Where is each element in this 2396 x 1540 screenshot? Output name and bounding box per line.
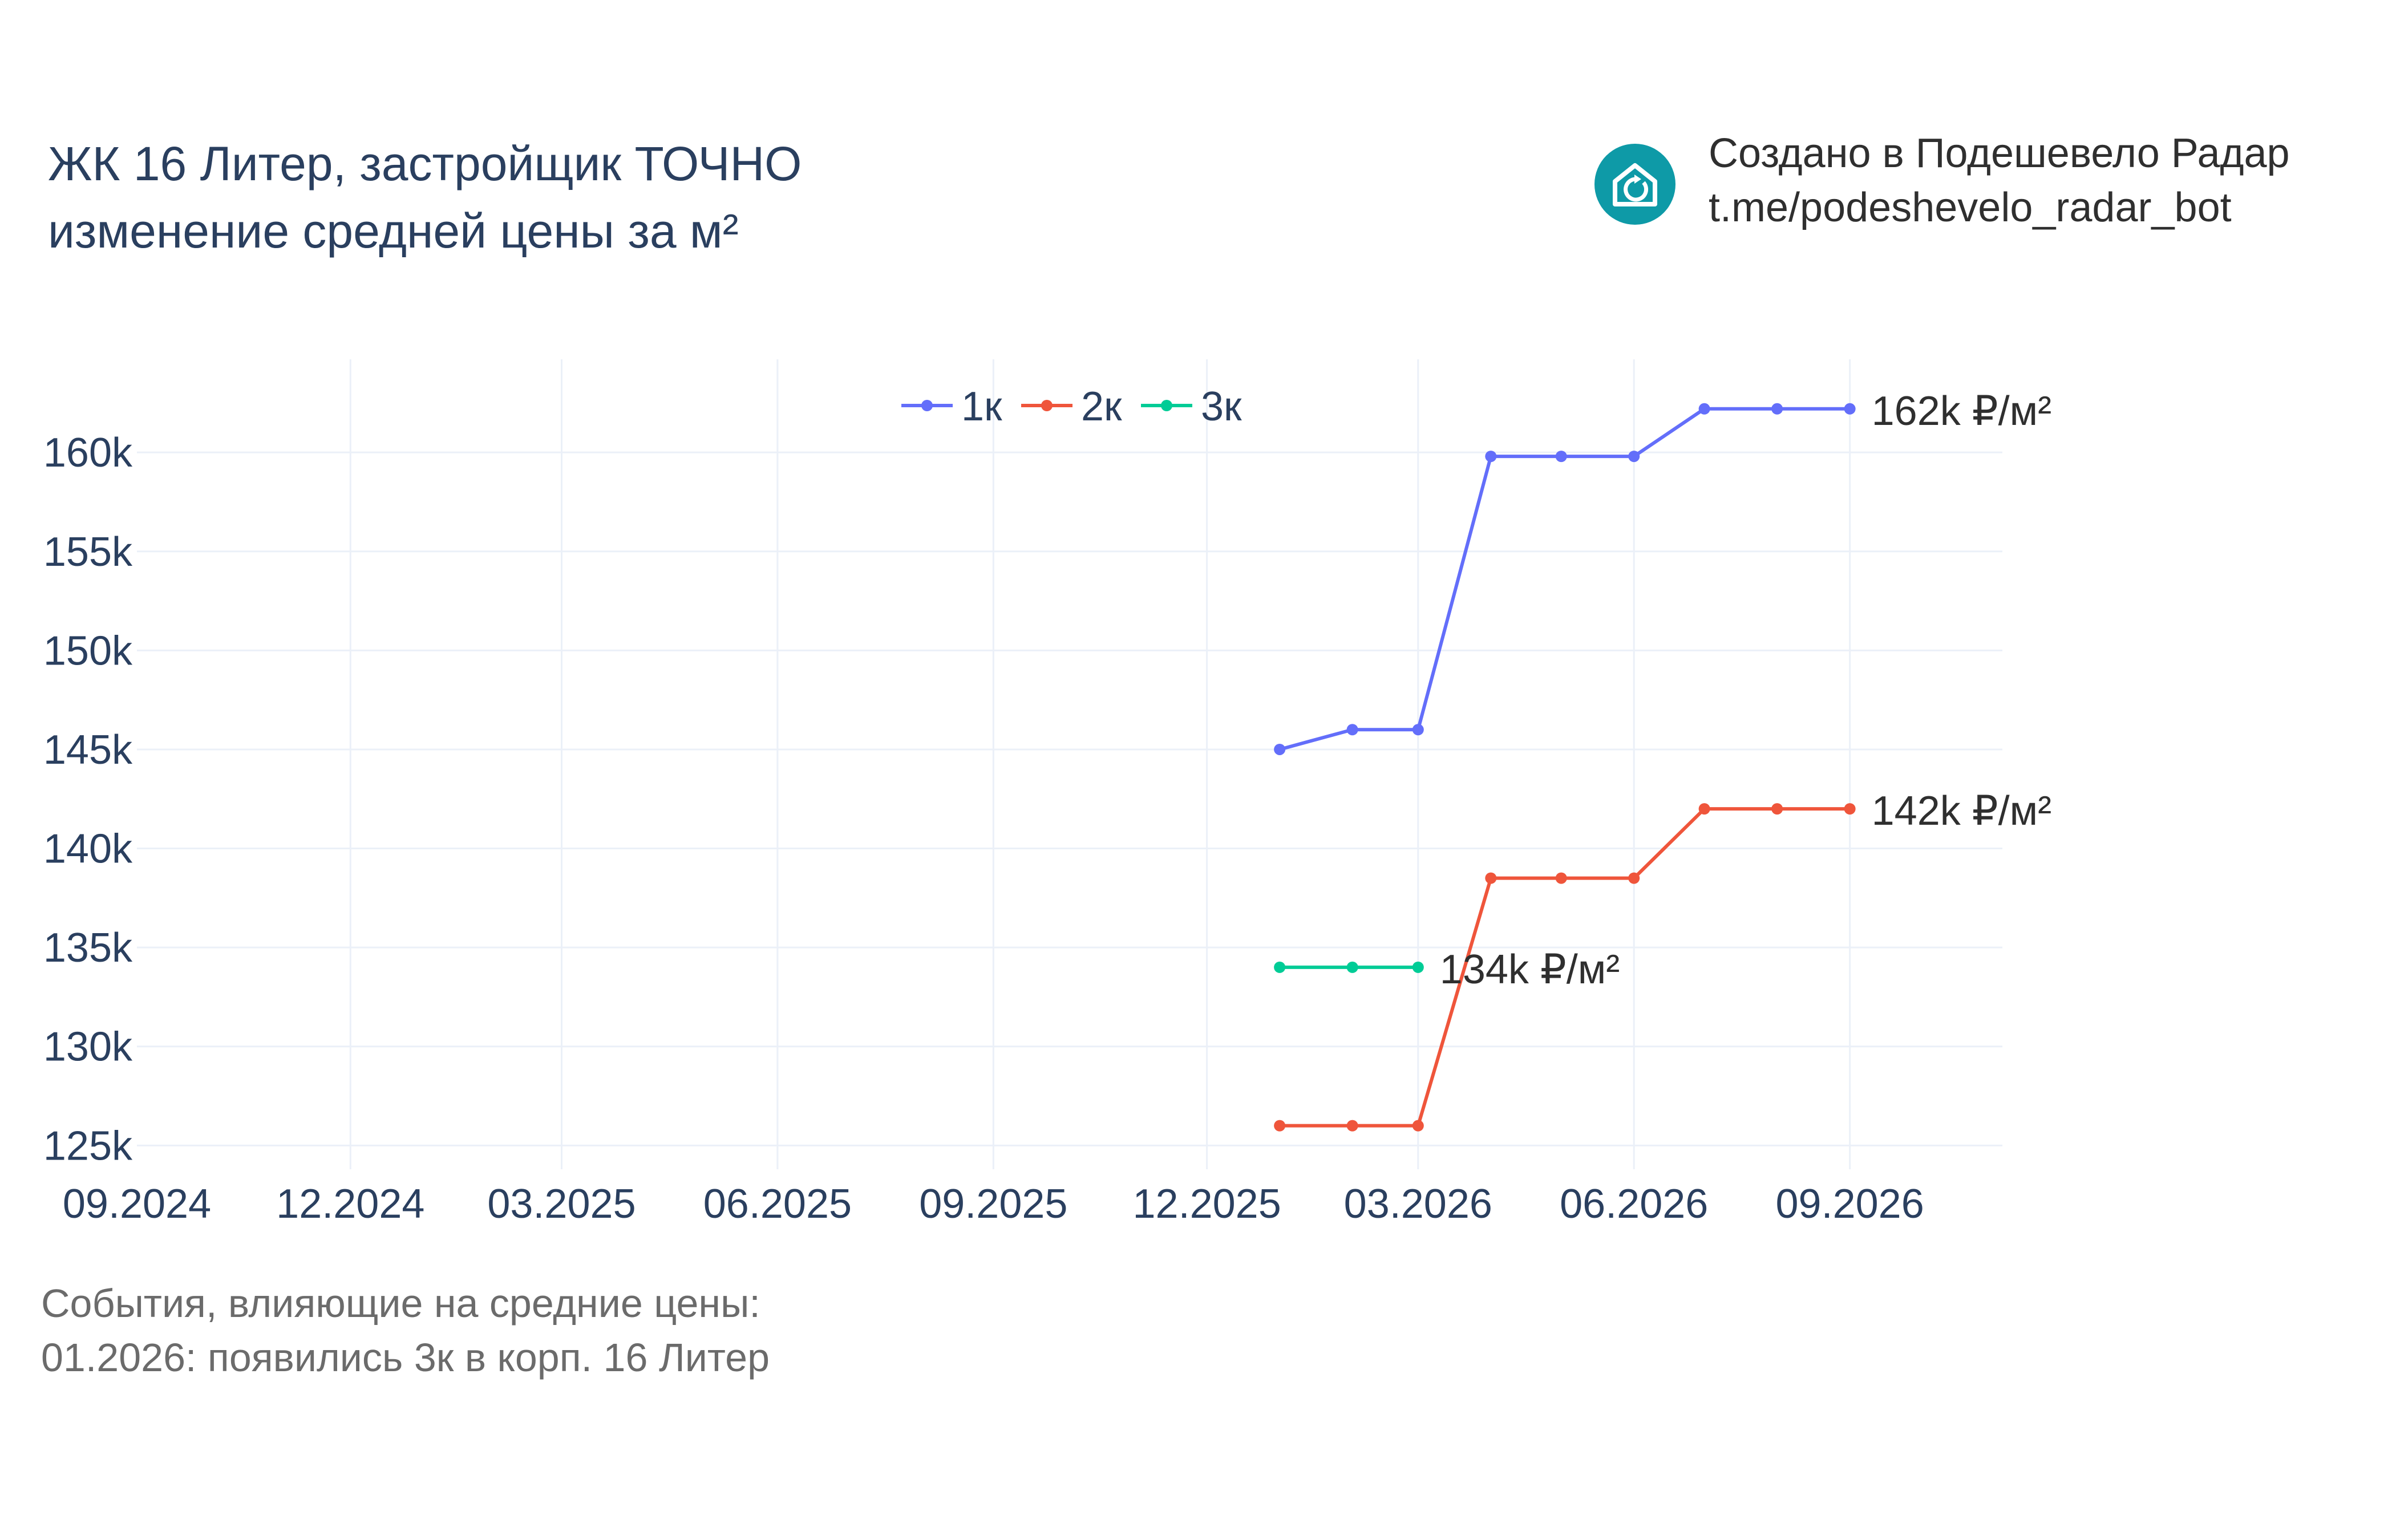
data-point[interactable]	[1628, 451, 1640, 463]
legend-label: 3к	[1201, 384, 1242, 429]
chart-title: ЖК 16 Литер, застройщик ТОЧНО изменение …	[48, 130, 802, 265]
series-1к	[1274, 403, 1856, 755]
branding-text: Создано в Подешевело Радар t.me/podeshev…	[1709, 127, 2290, 235]
data-point[interactable]	[1274, 961, 1286, 973]
data-point[interactable]	[1412, 961, 1424, 973]
house-refresh-icon	[1594, 144, 1675, 225]
branding-line-1: Создано в Подешевело Радар	[1709, 131, 2290, 176]
x-tick-label: 12.2025	[1132, 1181, 1281, 1227]
data-point[interactable]	[1555, 451, 1567, 463]
x-tick-label: 09.2026	[1776, 1181, 1924, 1227]
events-heading: События, влияющие на средние цены:	[41, 1281, 760, 1326]
y-tick-label: 160k	[43, 430, 133, 476]
data-point[interactable]	[1555, 872, 1567, 884]
y-axis-ticks: 125k 130k 135k 140k 145k 150k 155k 160k	[43, 430, 133, 1169]
data-point[interactable]	[1771, 803, 1783, 815]
legend-swatch-marker	[921, 400, 933, 411]
data-point[interactable]	[1346, 1120, 1358, 1132]
legend-swatch-marker	[1161, 400, 1172, 411]
series-3к	[1274, 961, 1424, 973]
data-point[interactable]	[1844, 403, 1856, 415]
chart-title-line-1: ЖК 16 Литер, застройщик ТОЧНО	[48, 137, 802, 191]
x-tick-label: 06.2026	[1560, 1181, 1708, 1227]
y-tick-label: 125k	[43, 1123, 133, 1169]
end-value-label: 142k ₽/м²	[1872, 788, 2051, 834]
price-chart: 09.2024 12.2024 03.2025 06.2025 09.2025 12.20…	[43, 359, 2051, 1227]
events-note: События, влияющие на средние цены: 01.20…	[41, 1276, 770, 1385]
end-value-label: 134k ₽/м²	[1440, 947, 1620, 992]
legend[interactable]: 1к 2к 3к	[901, 384, 1242, 429]
grid	[137, 359, 2002, 1169]
end-labels: 162k ₽/м² 142k ₽/м² 134k ₽/м²	[1440, 388, 2051, 992]
series	[1274, 403, 1856, 1132]
legend-item-2к[interactable]: 2к	[1021, 384, 1122, 429]
branding-link[interactable]: t.me/podeshevelo_radar_bot	[1709, 185, 2232, 230]
legend-item-3к[interactable]: 3к	[1141, 384, 1242, 429]
legend-swatch-marker	[1041, 400, 1053, 411]
x-tick-label: 03.2025	[487, 1181, 636, 1227]
x-tick-label: 12.2024	[276, 1181, 424, 1227]
chart-title-line-2: изменение средней цены за м²	[48, 204, 739, 258]
event-item: 01.2026: появились 3к в корп. 16 Литер	[41, 1335, 770, 1380]
y-tick-label: 130k	[43, 1024, 133, 1070]
x-tick-label: 09.2025	[919, 1181, 1067, 1227]
legend-label: 1к	[961, 384, 1002, 429]
end-value-label: 162k ₽/м²	[1872, 388, 2051, 434]
x-tick-label: 09.2024	[63, 1181, 211, 1227]
data-point[interactable]	[1346, 724, 1358, 736]
data-point[interactable]	[1412, 1120, 1424, 1132]
data-point[interactable]	[1485, 872, 1497, 884]
data-point[interactable]	[1485, 451, 1497, 463]
data-point[interactable]	[1628, 872, 1640, 884]
data-point[interactable]	[1771, 403, 1783, 415]
data-point[interactable]	[1274, 743, 1286, 755]
legend-label: 2к	[1081, 384, 1122, 429]
data-point[interactable]	[1346, 961, 1358, 973]
data-point[interactable]	[1844, 803, 1856, 815]
y-tick-label: 145k	[43, 727, 133, 773]
y-tick-label: 155k	[43, 529, 133, 575]
data-point[interactable]	[1698, 803, 1710, 815]
data-point[interactable]	[1698, 403, 1710, 415]
x-tick-label: 03.2026	[1344, 1181, 1492, 1227]
data-point[interactable]	[1412, 724, 1424, 736]
legend-item-1к[interactable]: 1к	[901, 384, 1002, 429]
data-point[interactable]	[1274, 1120, 1286, 1132]
x-tick-label: 06.2025	[703, 1181, 852, 1227]
y-tick-label: 140k	[43, 826, 133, 872]
y-tick-label: 150k	[43, 628, 133, 674]
x-axis-ticks: 09.2024 12.2024 03.2025 06.2025 09.2025 12.20…	[63, 1181, 1924, 1227]
series-2к	[1274, 803, 1856, 1132]
y-tick-label: 135k	[43, 925, 133, 971]
